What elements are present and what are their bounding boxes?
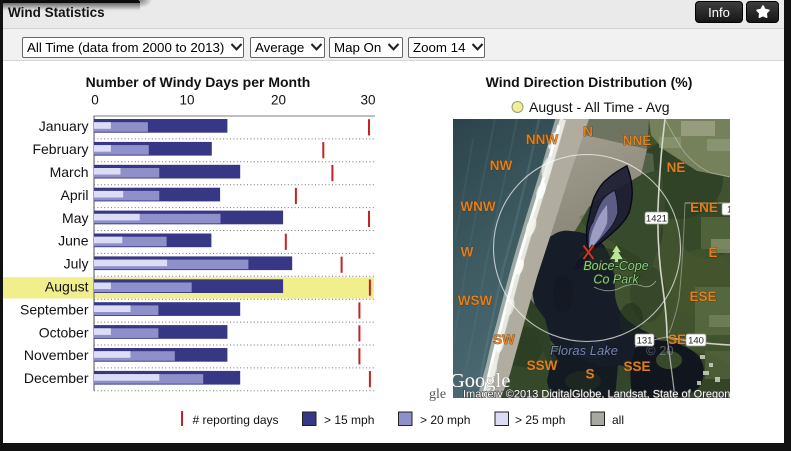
svg-text:November: November bbox=[24, 347, 89, 363]
svg-text:WNW: WNW bbox=[460, 199, 495, 214]
svg-text:W: W bbox=[461, 245, 474, 260]
svg-text:July: July bbox=[64, 256, 89, 272]
svg-text:SSW: SSW bbox=[527, 358, 558, 373]
svg-text:Google: Google bbox=[450, 370, 510, 392]
svg-text:1: 1 bbox=[727, 205, 732, 216]
svg-text:August: August bbox=[45, 279, 89, 295]
svg-text:ENE: ENE bbox=[690, 200, 718, 215]
svg-text:Wind Direction Distribution (%: Wind Direction Distribution (%) bbox=[486, 74, 693, 90]
svg-text:10: 10 bbox=[179, 93, 194, 108]
svg-text:N: N bbox=[583, 124, 593, 139]
svg-text:20: 20 bbox=[271, 93, 286, 108]
svg-text:January: January bbox=[39, 118, 89, 134]
svg-text:140: 140 bbox=[688, 336, 704, 347]
svg-text:131: 131 bbox=[637, 336, 653, 347]
svg-text:> 15 mph: > 15 mph bbox=[324, 413, 374, 427]
svg-text:Co Park: Co Park bbox=[593, 273, 639, 287]
svg-text:0: 0 bbox=[91, 93, 99, 108]
svg-text:December: December bbox=[24, 370, 89, 386]
svg-text:> 20 mph: > 20 mph bbox=[420, 413, 470, 427]
svg-text:© 20: © 20 bbox=[646, 343, 674, 358]
svg-text:all: all bbox=[612, 413, 624, 427]
svg-text:# reporting days: # reporting days bbox=[193, 413, 279, 427]
svg-text:1421: 1421 bbox=[646, 214, 667, 225]
svg-text:August - All Time - Avg: August - All Time - Avg bbox=[529, 99, 670, 115]
svg-text:February: February bbox=[32, 141, 88, 157]
svg-text:April: April bbox=[60, 187, 88, 203]
svg-text:October: October bbox=[39, 324, 89, 340]
svg-text:SSE: SSE bbox=[623, 359, 650, 374]
svg-text:Boice-Cope: Boice-Cope bbox=[583, 259, 648, 273]
svg-text:E: E bbox=[708, 245, 717, 260]
svg-text:ESE: ESE bbox=[689, 289, 716, 304]
svg-text:SW: SW bbox=[493, 332, 515, 347]
svg-text:NE: NE bbox=[667, 160, 686, 175]
svg-text:Floras Lake: Floras Lake bbox=[550, 343, 618, 358]
svg-text:NNW: NNW bbox=[526, 132, 558, 147]
svg-text:S: S bbox=[585, 367, 594, 382]
svg-text:May: May bbox=[62, 210, 88, 226]
svg-text:September: September bbox=[20, 301, 89, 317]
svg-text:30: 30 bbox=[360, 93, 375, 108]
svg-text:WSW: WSW bbox=[458, 293, 493, 308]
svg-text:SE: SE bbox=[668, 332, 686, 347]
svg-text:gle: gle bbox=[429, 387, 446, 402]
svg-text:March: March bbox=[50, 164, 89, 180]
svg-text:NW: NW bbox=[490, 158, 513, 173]
svg-text:> 25 mph: > 25 mph bbox=[515, 413, 565, 427]
svg-text:NNE: NNE bbox=[623, 133, 652, 148]
svg-text:Imagery ©2013 DigitalGlobe, La: Imagery ©2013 DigitalGlobe, Landsat, Sta… bbox=[463, 388, 730, 400]
svg-text:June: June bbox=[58, 233, 89, 249]
svg-text:Number of Windy Days per Month: Number of Windy Days per Month bbox=[86, 74, 311, 90]
